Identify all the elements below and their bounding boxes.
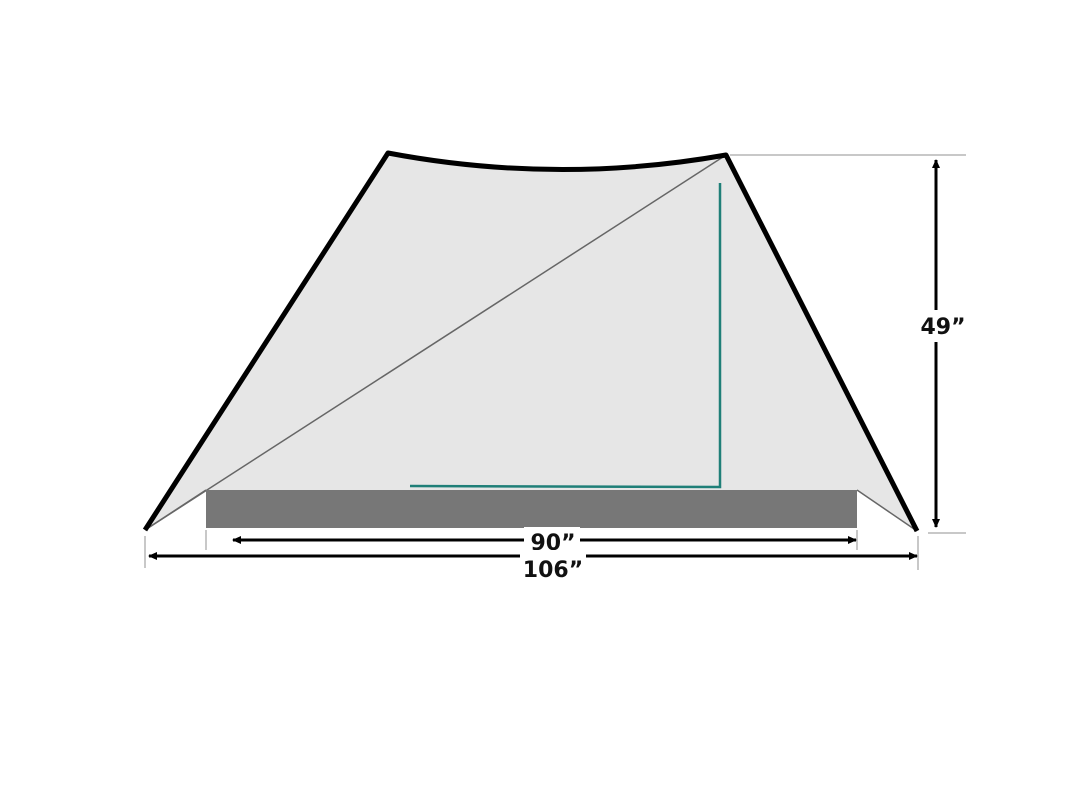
diagonal-seam bbox=[144, 154, 727, 531]
tent-outline bbox=[142, 150, 920, 533]
tent-floor bbox=[206, 490, 857, 528]
total-length-label: 106” bbox=[523, 558, 583, 583]
height-label: 49” bbox=[920, 315, 965, 340]
tent-body bbox=[145, 153, 917, 531]
floor-edge-right bbox=[856, 489, 918, 532]
pole-line bbox=[409, 183, 722, 489]
